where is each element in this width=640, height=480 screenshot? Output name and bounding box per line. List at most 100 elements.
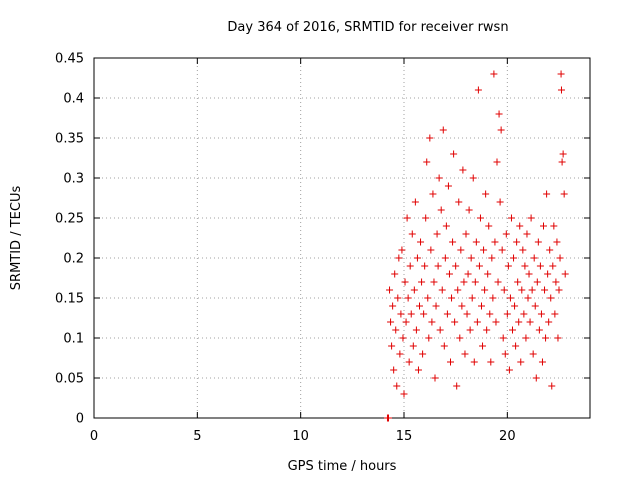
data-point xyxy=(464,270,472,278)
data-point xyxy=(403,214,411,222)
data-point xyxy=(555,286,563,294)
data-point xyxy=(399,334,407,342)
data-point xyxy=(387,318,395,326)
data-point xyxy=(480,246,488,254)
data-point xyxy=(465,206,473,214)
data-point xyxy=(389,302,397,310)
data-point xyxy=(492,318,500,326)
data-point xyxy=(510,254,518,262)
data-point xyxy=(402,318,410,326)
data-point xyxy=(427,246,435,254)
data-point xyxy=(404,294,412,302)
y-tick-label: 0.35 xyxy=(55,132,84,147)
data-point xyxy=(541,286,549,294)
data-point xyxy=(558,158,566,166)
data-point xyxy=(422,214,430,222)
data-point xyxy=(516,222,524,230)
data-point xyxy=(435,174,443,182)
data-point xyxy=(524,294,532,302)
data-point xyxy=(522,334,530,342)
data-point xyxy=(397,310,405,318)
data-point xyxy=(518,286,526,294)
data-point xyxy=(400,390,408,398)
data-point xyxy=(458,302,466,310)
data-point xyxy=(521,262,529,270)
data-point xyxy=(501,350,509,358)
data-point xyxy=(413,254,421,262)
data-point xyxy=(552,278,560,286)
data-point xyxy=(526,318,534,326)
data-point xyxy=(386,286,394,294)
data-point xyxy=(554,334,562,342)
data-point xyxy=(466,326,474,334)
data-point xyxy=(430,278,438,286)
data-point xyxy=(472,238,480,246)
data-point xyxy=(514,278,522,286)
data-point xyxy=(487,358,495,366)
data-point xyxy=(486,310,494,318)
data-point xyxy=(449,238,457,246)
data-point xyxy=(503,310,511,318)
data-point xyxy=(443,310,451,318)
data-point xyxy=(488,254,496,262)
data-point xyxy=(527,214,535,222)
data-point xyxy=(426,134,434,142)
data-point xyxy=(439,126,447,134)
data-point xyxy=(432,302,440,310)
data-point xyxy=(529,350,537,358)
data-point xyxy=(559,150,567,158)
data-point xyxy=(519,246,527,254)
data-point xyxy=(557,86,565,94)
data-point xyxy=(550,222,558,230)
data-point xyxy=(523,230,531,238)
data-point xyxy=(474,86,482,94)
chart-title: Day 364 of 2016, SRMTID for receiver rws… xyxy=(227,20,508,35)
data-point xyxy=(530,254,538,262)
data-point xyxy=(451,318,459,326)
data-point xyxy=(476,214,484,222)
data-point xyxy=(408,230,416,238)
data-point xyxy=(536,262,544,270)
data-point xyxy=(416,302,423,310)
data-point xyxy=(407,310,415,318)
data-point xyxy=(417,238,425,246)
data-point xyxy=(471,278,479,286)
data-point xyxy=(561,270,569,278)
data-point xyxy=(421,262,429,270)
data-point xyxy=(457,246,465,254)
data-point xyxy=(498,246,506,254)
data-point xyxy=(545,318,553,326)
data-point xyxy=(473,318,481,326)
data-point xyxy=(497,126,505,134)
data-point xyxy=(483,326,491,334)
y-axis-label: SRMTID / TECUs xyxy=(9,186,24,291)
y-tick-label: 0.1 xyxy=(63,332,84,347)
plot-frame xyxy=(93,57,591,419)
data-point xyxy=(460,278,468,286)
data-point xyxy=(528,286,536,294)
data-point xyxy=(461,350,469,358)
data-point xyxy=(551,310,559,318)
data-point xyxy=(531,302,539,310)
data-point xyxy=(442,222,450,230)
data-point xyxy=(469,174,477,182)
data-point xyxy=(447,358,454,366)
data-point xyxy=(412,326,420,334)
data-point xyxy=(534,238,542,246)
data-point xyxy=(390,366,398,374)
data-point xyxy=(535,326,543,334)
data-point xyxy=(517,358,525,366)
data-point xyxy=(491,238,499,246)
data-point xyxy=(538,358,546,366)
data-point xyxy=(475,262,483,270)
data-point xyxy=(470,358,478,366)
y-tick-label: 0.4 xyxy=(63,92,84,107)
data-point xyxy=(540,222,547,230)
y-tick-label: 0 xyxy=(76,412,84,427)
data-point xyxy=(424,294,432,302)
data-point xyxy=(547,294,555,302)
data-point xyxy=(485,222,493,230)
data-point xyxy=(409,342,417,350)
x-tick-label: 20 xyxy=(499,429,516,444)
data-point xyxy=(391,270,399,278)
